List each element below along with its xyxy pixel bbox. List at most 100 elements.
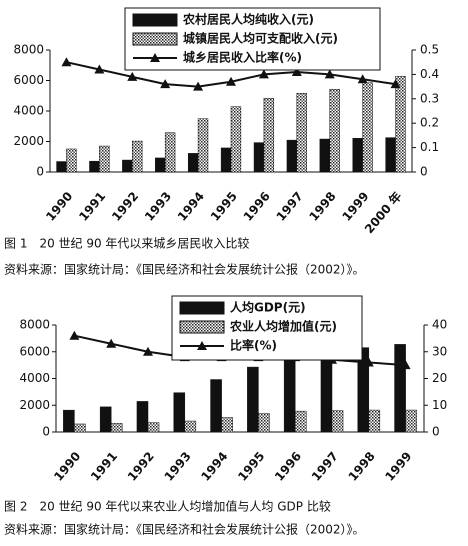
legend-label: 农业人均增加值(元) (229, 319, 337, 334)
y2-tick-label: 30 (432, 344, 447, 358)
bar (110, 423, 123, 433)
x-tick-label: 1991 (88, 449, 120, 484)
line-marker (363, 357, 374, 367)
bar (184, 420, 197, 433)
line-marker (258, 69, 269, 79)
legend-label: 农村居民人均纯收入(元) (182, 12, 314, 27)
legend-swatch (197, 341, 207, 350)
bar (210, 379, 222, 433)
x-tick-label: 1996 (241, 189, 273, 224)
line-marker (160, 79, 171, 89)
source-caption: 资料来源：国家统计局：《国民经济和社会发展统计公报（2002）》。 (4, 262, 365, 277)
legend-swatch (150, 53, 160, 62)
bar (187, 153, 199, 173)
legend-label: 城镇居民人均可支配收入(元) (183, 31, 338, 46)
y-tick-label: 4000 (19, 371, 50, 385)
x-tick-label: 1992 (109, 189, 141, 224)
bar (99, 145, 110, 173)
bar (132, 140, 143, 173)
x-tick-label: 1996 (272, 449, 304, 484)
figure-caption: 图 2 20 世纪 90 年代以来农业人均增加值与人均 GDP 比较 (4, 499, 331, 514)
bar (253, 142, 265, 173)
bar (230, 106, 242, 173)
y-tick-label: 2000 (13, 134, 44, 148)
x-tick-label: 1992 (125, 449, 157, 484)
bar (136, 401, 149, 433)
bar (357, 347, 370, 433)
y-tick-label: 0 (36, 165, 44, 179)
bar (331, 410, 344, 433)
bar (405, 409, 417, 433)
source-caption: 资料来源：国家统计局：《国民经济和社会发展统计公报（2002）》。 (4, 522, 365, 537)
legend-swatch (132, 32, 178, 46)
legend-label: 城乡居民收入比率(%) (183, 50, 302, 65)
bar (89, 160, 100, 173)
bar (74, 423, 86, 433)
y2-tick-label: 0.3 (420, 91, 439, 105)
bar (155, 157, 166, 173)
bar (385, 137, 396, 173)
line-marker (291, 66, 302, 76)
bar (283, 357, 296, 433)
line-marker (143, 346, 153, 356)
x-tick-label: 1997 (274, 189, 306, 224)
x-tick-label: 1990 (43, 189, 75, 224)
x-tick-label: 1999 (382, 449, 414, 484)
bar (319, 138, 330, 173)
line-marker (400, 360, 411, 370)
x-tick-label: 1998 (346, 449, 378, 484)
bar (56, 161, 67, 173)
legend-swatch (132, 13, 178, 27)
bar (173, 392, 186, 433)
x-tick-label: 1995 (235, 449, 267, 484)
legend-label: 比率(%) (230, 338, 277, 353)
bar (296, 93, 307, 173)
legend-label: 人均GDP(元) (230, 300, 306, 315)
bar (247, 366, 259, 433)
y2-tick-label: 0 (432, 425, 440, 439)
x-tick-label: 1999 (339, 189, 371, 224)
x-tick-label: 1997 (309, 449, 341, 484)
line-marker (127, 71, 138, 81)
y-tick-label: 4000 (13, 104, 44, 118)
x-tick-label: 1991 (76, 189, 108, 224)
figure-caption: 图 1 20 世纪 90 年代以来城乡居民收入比较 (4, 236, 249, 251)
y2-tick-label: 0.5 (420, 43, 439, 57)
bar (263, 97, 275, 173)
legend-swatch (179, 320, 225, 334)
bar (395, 75, 406, 173)
x-tick-label: 1990 (51, 449, 83, 484)
x-tick-label: 1998 (307, 189, 339, 224)
bar (66, 148, 77, 173)
y2-tick-label: 10 (432, 398, 447, 412)
line-marker (193, 81, 204, 91)
y2-tick-label: 0 (420, 165, 428, 179)
line-marker (94, 64, 105, 74)
y-tick-label: 6000 (13, 73, 44, 87)
bar (368, 409, 381, 433)
x-tick-label: 1995 (208, 189, 240, 224)
bar (220, 147, 232, 173)
bar (99, 406, 112, 433)
bar (294, 410, 307, 433)
line-marker (61, 57, 72, 67)
line-marker (390, 79, 401, 89)
x-tick-label: 1994 (175, 189, 207, 224)
y2-tick-label: 0.4 (420, 67, 439, 81)
bar (164, 132, 176, 173)
bar (258, 413, 270, 433)
bar (197, 118, 209, 173)
y-tick-label: 8000 (19, 318, 50, 332)
bar (63, 409, 75, 433)
y-tick-label: 6000 (19, 344, 50, 358)
legend-swatch (179, 301, 225, 315)
line-marker (357, 74, 368, 84)
bar (394, 344, 406, 433)
y-tick-label: 0 (42, 425, 50, 439)
bar (362, 82, 373, 173)
x-tick-label: 1993 (162, 449, 194, 484)
bar (329, 89, 340, 173)
line-marker (226, 76, 236, 86)
y-tick-label: 2000 (19, 398, 50, 412)
